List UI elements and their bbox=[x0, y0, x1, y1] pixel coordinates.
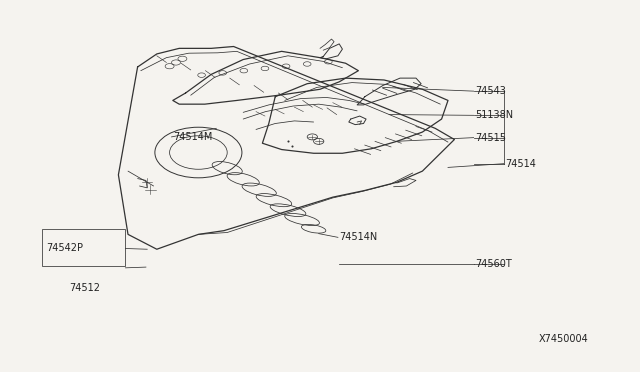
Text: 74512: 74512 bbox=[69, 283, 100, 293]
Text: 74514N: 74514N bbox=[339, 232, 378, 242]
Text: 74542P: 74542P bbox=[46, 244, 83, 253]
Text: 74514M: 74514M bbox=[173, 132, 212, 142]
Bar bbox=[42, 229, 125, 266]
Text: 74514: 74514 bbox=[506, 159, 536, 169]
Text: X7450004: X7450004 bbox=[539, 334, 589, 343]
Text: 74560T: 74560T bbox=[475, 259, 511, 269]
Text: 51138N: 51138N bbox=[475, 110, 513, 120]
Text: 74515: 74515 bbox=[475, 133, 506, 142]
Text: 74543: 74543 bbox=[475, 86, 506, 96]
